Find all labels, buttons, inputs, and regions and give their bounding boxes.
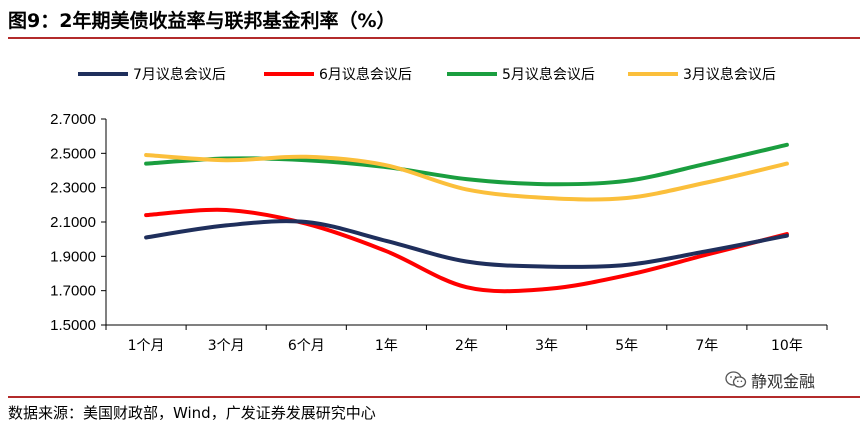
series-line-3 <box>144 142 789 187</box>
source-note: 数据来源：美国财政部，Wind，广发证券发展研究中心 <box>8 404 376 422</box>
y-tick-label: 1.9000 <box>50 248 96 265</box>
legend-label-2: 6月议息会议后 <box>319 66 412 83</box>
legend-label-1: 7月议息会议后 <box>133 66 226 83</box>
x-tick-label: 7年 <box>695 338 718 354</box>
x-tick-label: 1年 <box>375 338 398 354</box>
legend-label-3: 5月议息会议后 <box>502 66 595 83</box>
chart-legend: 7月议息会议后 6月议息会议后 5月议息会议后 3月议息会议后 <box>78 66 776 83</box>
figure-title: 图9：2年期美债收益率与联邦基金利率（%） <box>8 10 396 32</box>
x-tick-label: 3年 <box>535 338 558 354</box>
x-tick-label: 5年 <box>615 338 638 354</box>
x-tick-label: 3个月 <box>208 338 245 354</box>
wechat-icon <box>725 371 747 388</box>
x-tick-label: 2年 <box>455 338 478 354</box>
y-tick-label: 2.5000 <box>50 145 96 162</box>
y-tick-label: 1.7000 <box>50 283 96 300</box>
y-tick-label: 2.1000 <box>50 214 96 231</box>
chart-axes: 1.5000 1.7000 1.9000 2.1000 2.3000 2.5000 2.70… <box>50 111 828 354</box>
x-tick-label: 1个月 <box>128 338 165 354</box>
x-tick-label: 10年 <box>771 338 803 354</box>
legend-label-4: 3月议息会议后 <box>683 66 776 83</box>
watermark: 静观金融 <box>725 368 815 392</box>
series-line-2 <box>144 207 789 294</box>
y-tick-label: 1.5000 <box>50 317 96 334</box>
y-tick-label: 2.3000 <box>50 180 96 197</box>
x-tick-label: 6个月 <box>288 338 325 354</box>
source-divider <box>8 396 860 398</box>
watermark-text: 静观金融 <box>751 372 816 391</box>
series-line-4 <box>144 153 789 202</box>
series-line-1 <box>144 219 789 270</box>
title-divider <box>8 37 860 39</box>
y-tick-label: 2.7000 <box>50 111 96 128</box>
chart-series <box>144 142 789 294</box>
